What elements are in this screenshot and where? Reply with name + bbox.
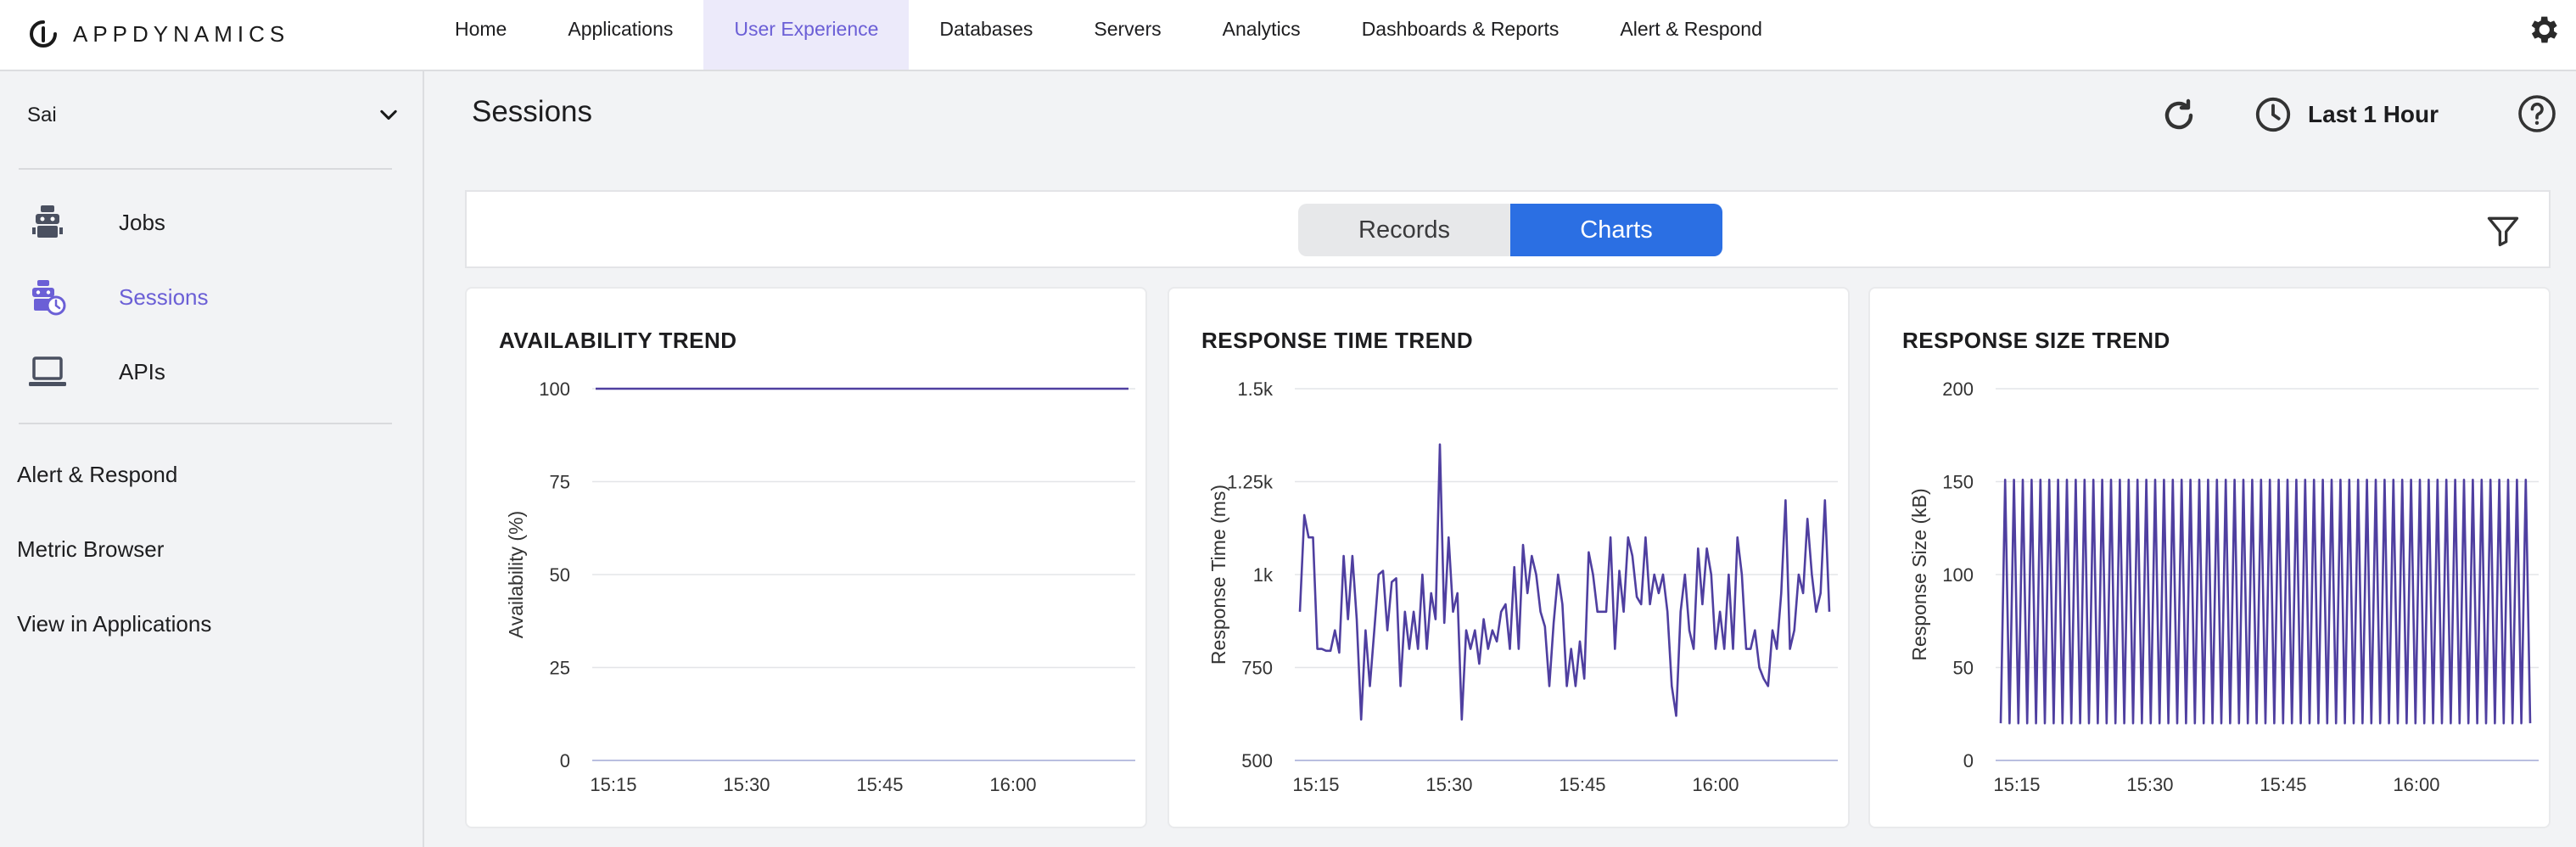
sidebar-item-jobs[interactable]: Jobs bbox=[27, 197, 165, 248]
nav-item-databases[interactable]: Databases bbox=[939, 18, 1033, 40]
chart-svg: 0 25 50 75 100 15:15 15:30 15:45 16:00 Availabili… bbox=[505, 379, 1135, 795]
refresh-icon[interactable] bbox=[2159, 95, 2199, 136]
x-tick-label: 15:45 bbox=[856, 774, 903, 795]
sidebar-link-view-in-applications[interactable]: View in Applications bbox=[17, 611, 212, 637]
tab-records[interactable]: Records bbox=[1298, 204, 1510, 256]
sidebar-divider bbox=[19, 168, 392, 170]
sidebar: Sai Jobs Sessions APIs bbox=[0, 71, 424, 847]
robot-icon bbox=[32, 205, 63, 238]
x-tick-label: 15:45 bbox=[1559, 774, 1605, 795]
sidebar-divider bbox=[19, 423, 392, 424]
nav-item-alert-respond[interactable]: Alert & Respond bbox=[1620, 18, 1762, 40]
sidebar-item-apis[interactable]: APIs bbox=[27, 346, 165, 397]
application-name: Sai bbox=[27, 104, 57, 126]
response-size-trend-card: RESPONSE SIZE TREND 0 50 100 150 200 15:15 15:… bbox=[1868, 287, 2551, 828]
x-tick-label: 16:00 bbox=[1692, 774, 1739, 795]
nav-item-user-experience[interactable]: User Experience bbox=[703, 0, 910, 70]
y-axis-label: Response Size (kB) bbox=[1908, 488, 1930, 660]
nav-item-analytics[interactable]: Analytics bbox=[1222, 18, 1301, 40]
nav-item-home[interactable]: Home bbox=[455, 18, 507, 40]
sidebar-link-metric-browser[interactable]: Metric Browser bbox=[17, 536, 165, 562]
y-axis-label: Response Time (ms) bbox=[1207, 485, 1229, 665]
sidebar-item-label: APIs bbox=[119, 358, 165, 384]
series-line[interactable] bbox=[1298, 443, 1831, 721]
y-tick-label: 750 bbox=[1241, 658, 1273, 679]
chart-title: AVAILABILITY TREND bbox=[499, 328, 737, 353]
x-tick-label: 15:30 bbox=[723, 774, 770, 795]
x-tick-label: 15:15 bbox=[590, 774, 636, 795]
y-tick-label: 200 bbox=[1942, 379, 1974, 400]
x-tick-label: 15:30 bbox=[1425, 774, 1472, 795]
y-tick-label: 500 bbox=[1241, 750, 1273, 771]
x-tick-label: 15:15 bbox=[1292, 774, 1339, 795]
page-title: Sessions bbox=[472, 95, 593, 128]
series-line[interactable] bbox=[1999, 479, 2532, 725]
y-tick-label: 1k bbox=[1253, 564, 1274, 586]
nav-item-dashboards-reports[interactable]: Dashboards & Reports bbox=[1361, 18, 1560, 40]
main-nav: Home Applications User Experience Databases… bbox=[424, 0, 1793, 70]
filter-icon[interactable] bbox=[2484, 212, 2522, 250]
y-tick-label: 50 bbox=[1953, 658, 1974, 679]
nav-item-servers[interactable]: Servers bbox=[1094, 18, 1162, 40]
availability-trend-card: AVAILABILITY TREND 0 25 50 75 100 15:15 15:30 1… bbox=[465, 287, 1147, 828]
y-tick-label: 0 bbox=[560, 750, 570, 771]
application-selector[interactable]: Sai bbox=[27, 98, 400, 132]
y-tick-label: 75 bbox=[550, 472, 570, 493]
y-tick-label: 100 bbox=[1942, 564, 1974, 586]
chart-svg: 500 750 1k 1.25k 1.5k 15:15 15:30 15:45 16:00 Res… bbox=[1207, 379, 1838, 795]
chart-title: RESPONSE SIZE TREND bbox=[1902, 328, 2170, 353]
time-range-selector[interactable]: Last 1 Hour bbox=[2254, 93, 2439, 136]
view-toolbar: Records Charts bbox=[465, 190, 2551, 268]
chart-svg: 0 50 100 150 200 15:15 15:30 15:45 16:00 Response… bbox=[1908, 379, 2539, 795]
tab-charts[interactable]: Charts bbox=[1510, 204, 1722, 256]
sidebar-item-sessions[interactable]: Sessions bbox=[27, 272, 209, 323]
sidebar-item-label: Jobs bbox=[119, 209, 165, 235]
logo-mark-icon bbox=[30, 20, 57, 48]
view-toggle: Records Charts bbox=[1298, 204, 1722, 256]
x-tick-label: 15:30 bbox=[2126, 774, 2173, 795]
robot-clock-icon bbox=[32, 280, 66, 316]
time-range-label: Last 1 Hour bbox=[2308, 101, 2439, 127]
logo-text: APPDYNAMICS bbox=[73, 20, 290, 47]
y-tick-label: 1.25k bbox=[1227, 472, 1274, 493]
chevron-down-icon bbox=[380, 109, 397, 121]
y-tick-label: 100 bbox=[539, 379, 570, 400]
y-tick-label: 0 bbox=[1963, 750, 1974, 771]
y-tick-label: 1.5k bbox=[1237, 379, 1274, 400]
top-nav-bar: APPDYNAMICS Home Applications User Experie… bbox=[0, 0, 2576, 71]
sidebar-link-alert-respond[interactable]: Alert & Respond bbox=[17, 462, 178, 487]
x-tick-label: 16:00 bbox=[2393, 774, 2439, 795]
appdynamics-logo[interactable]: APPDYNAMICS bbox=[29, 15, 289, 53]
x-tick-label: 15:15 bbox=[1993, 774, 2040, 795]
sidebar-item-label: Sessions bbox=[119, 283, 209, 310]
gear-icon[interactable] bbox=[2525, 12, 2561, 48]
y-tick-label: 150 bbox=[1942, 472, 1974, 493]
y-axis-label: Availability (%) bbox=[505, 511, 527, 638]
help-icon[interactable] bbox=[2517, 93, 2557, 134]
y-tick-label: 50 bbox=[550, 564, 570, 586]
nav-item-applications[interactable]: Applications bbox=[568, 18, 674, 40]
response-time-trend-card: RESPONSE TIME TREND 500 750 1k 1.25k 1.5k 15:… bbox=[1168, 287, 1850, 828]
y-tick-label: 25 bbox=[550, 658, 570, 679]
x-tick-label: 15:45 bbox=[2260, 774, 2306, 795]
chart-title: RESPONSE TIME TREND bbox=[1201, 328, 1474, 353]
laptop-icon bbox=[29, 356, 66, 386]
clock-icon bbox=[2255, 97, 2291, 132]
x-tick-label: 16:00 bbox=[989, 774, 1036, 795]
